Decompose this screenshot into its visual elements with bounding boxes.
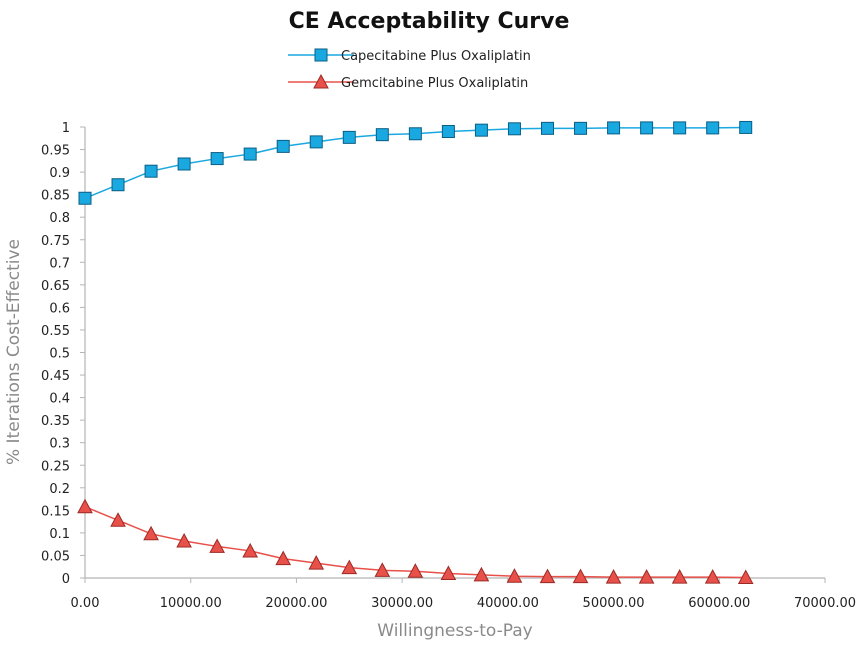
y-tick-label: 0.4 [49,392,70,407]
data-point-gemcitabine [506,568,523,583]
data-point-capecitabine [243,147,257,161]
y-tick-label: 0.55 [41,324,70,339]
data-point-gemcitabine [638,569,655,584]
data-point-capecitabine [507,122,521,136]
data-point-gemcitabine [704,569,721,584]
data-point-capecitabine [111,178,125,192]
x-tick-label: 0.00 [71,596,100,611]
legend-marker-capecitabine [314,48,328,62]
data-point-capecitabine [309,135,323,149]
data-point-gemcitabine [407,563,424,578]
y-tick-label: 0.2 [49,482,70,497]
y-tick-label: 0.75 [41,234,70,249]
legend-marker-gemcitabine [313,73,329,89]
data-point-capecitabine [607,121,621,135]
data-point-gemcitabine [605,569,622,584]
y-tick-label: 0.5 [49,347,70,362]
x-tick-label: 50000.00 [583,596,645,611]
y-tick-label: 0 [62,572,70,587]
x-tick-label: 30000.00 [371,596,433,611]
data-point-capecitabine [78,191,92,205]
x-tick-label: 20000.00 [265,596,327,611]
y-tick-label: 0.1 [49,527,70,542]
legend: Capecitabine Plus Oxaliplatin Gemcitabin… [288,48,531,91]
data-point-gemcitabine [473,566,490,582]
x-tick-label: 60000.00 [688,596,750,611]
data-point-gemcitabine [176,532,192,548]
data-point-gemcitabine [572,568,589,584]
y-tick-label: 0.85 [41,189,70,204]
data-point-capecitabine [144,164,158,178]
series-layer [77,120,754,585]
data-point-capecitabine [474,123,488,137]
data-point-capecitabine [210,152,224,166]
x-axis-title: Willingness-to-Pay [377,621,532,641]
y-tick-label: 0.35 [41,414,70,429]
data-point-gemcitabine [209,538,225,553]
data-point-gemcitabine [242,542,259,558]
data-point-capecitabine [706,121,720,135]
y-tick-label: 0.15 [41,504,70,519]
data-point-gemcitabine [374,562,391,577]
data-point-gemcitabine [341,559,358,575]
data-point-capecitabine [640,121,654,135]
y-tick-label: 0.3 [49,437,70,452]
x-tick-label: 40000.00 [477,596,539,611]
legend-item-gemcitabine: Gemcitabine Plus Oxaliplatin [288,73,528,91]
x-axis-ticks: 0.00 10000.00 20000.00 30000.00 40000.00 5000… [71,578,856,611]
data-point-capecitabine [441,125,455,139]
legend-label-capecitabine: Capecitabine Plus Oxaliplatin [341,49,531,64]
data-point-gemcitabine [110,512,126,527]
y-tick-label: 0.6 [49,301,70,316]
data-point-gemcitabine [671,569,688,584]
y-tick-label: 0.45 [41,369,70,384]
y-tick-label: 0.7 [49,256,70,271]
y-tick-label: 0.25 [41,459,70,474]
legend-label-gemcitabine: Gemcitabine Plus Oxaliplatin [341,76,528,91]
y-tick-label: 0.65 [41,279,70,294]
x-tick-label: 10000.00 [160,596,222,611]
data-point-gemcitabine [737,569,754,585]
data-point-capecitabine [574,121,588,135]
data-point-capecitabine [541,121,554,135]
y-tick-label: 0.9 [49,166,70,181]
data-point-capecitabine [375,128,389,142]
data-point-capecitabine [177,157,191,171]
chart-title: CE Acceptability Curve [289,9,570,34]
data-point-gemcitabine [308,555,325,570]
data-point-capecitabine [276,139,290,153]
data-point-gemcitabine [440,565,457,580]
y-tick-label: 0.95 [41,144,70,159]
x-tick-label: 70000.00 [794,596,856,611]
data-point-capecitabine [739,120,753,134]
y-tick-label: 0.05 [41,549,70,564]
data-point-gemcitabine [143,525,159,541]
y-tick-label: 1 [62,121,70,136]
data-point-gemcitabine [539,568,556,584]
data-point-gemcitabine [275,550,292,566]
y-axis-title: % Iterations Cost-Effective [4,239,24,465]
data-point-gemcitabine [77,498,93,514]
y-tick-label: 0.8 [49,211,70,226]
y-axis-ticks: 0 0.05 0.1 0.15 0.2 0.25 0.3 0.35 0.4 0.45 0.5 0.55… [41,121,85,587]
data-point-capecitabine [408,127,422,141]
data-point-capecitabine [673,121,687,135]
legend-item-capecitabine: Capecitabine Plus Oxaliplatin [288,48,531,64]
data-point-capecitabine [342,130,356,144]
